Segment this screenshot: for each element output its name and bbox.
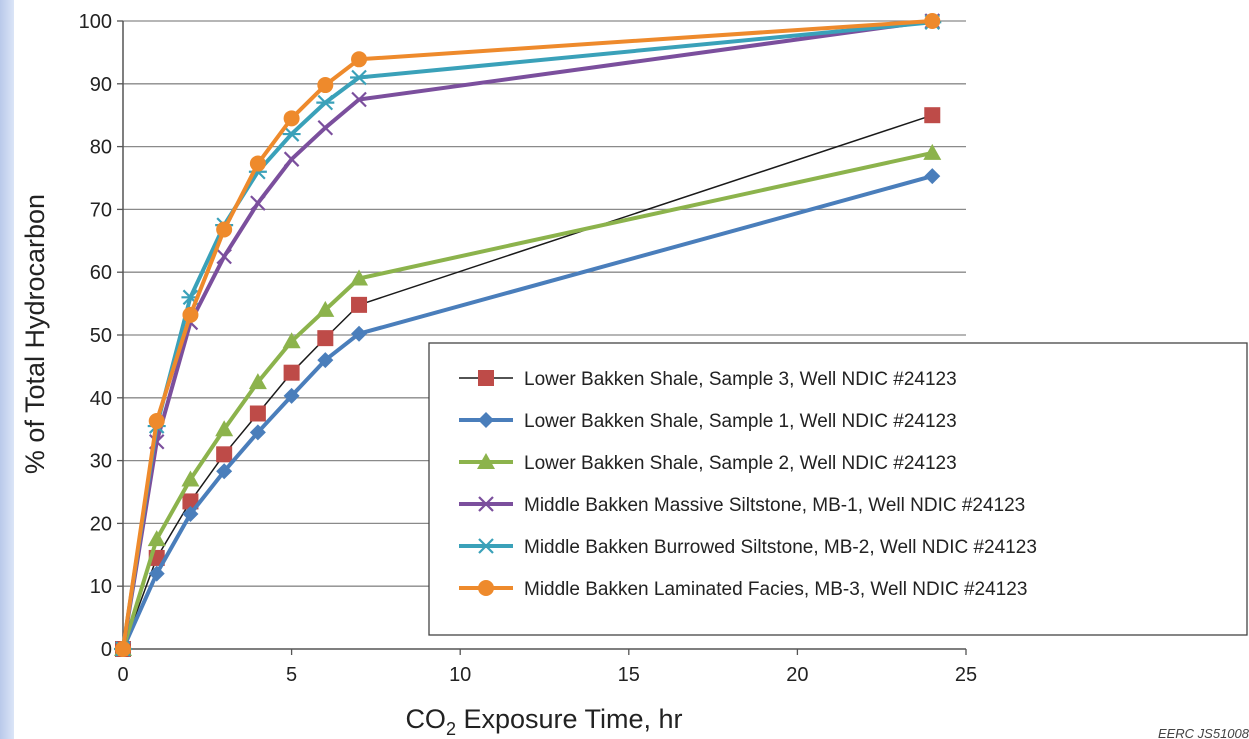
x-tick-label: 25 bbox=[955, 664, 977, 686]
legend-label: Lower Bakken Shale, Sample 3, Well NDIC … bbox=[524, 369, 957, 390]
watermark-code: EERC JS51008 bbox=[1158, 726, 1249, 739]
y-tick-label: 20 bbox=[90, 513, 112, 535]
series-lines bbox=[114, 13, 942, 657]
legend-swatch-marker bbox=[478, 412, 494, 428]
legend-swatch-marker bbox=[478, 580, 494, 596]
y-tick-label: 80 bbox=[90, 137, 112, 159]
legend-item: Lower Bakken Shale, Sample 1, Well NDIC … bbox=[459, 411, 957, 432]
y-tick-label: 70 bbox=[90, 199, 112, 221]
data-point bbox=[351, 296, 368, 313]
data-point bbox=[215, 420, 234, 437]
data-point bbox=[317, 77, 334, 94]
data-point bbox=[249, 155, 266, 172]
x-tick-label: 20 bbox=[786, 664, 808, 686]
data-point bbox=[148, 565, 165, 582]
y-tick-label: 50 bbox=[90, 325, 112, 347]
legend-label: Lower Bakken Shale, Sample 1, Well NDIC … bbox=[524, 411, 957, 432]
data-point bbox=[249, 405, 266, 422]
y-tick-label: 30 bbox=[90, 451, 112, 473]
data-point bbox=[923, 143, 942, 160]
axes: 0 10 20 30 40 50 60 70 80 90 100 0 5 10 15 20 25 bbox=[79, 11, 978, 686]
legend: Lower Bakken Shale, Sample 3, Well NDIC … bbox=[428, 342, 1248, 636]
y-tick-label: 100 bbox=[79, 11, 112, 33]
data-point bbox=[283, 387, 300, 404]
data-point bbox=[317, 119, 334, 136]
y-tick-label: 0 bbox=[101, 639, 112, 661]
data-point bbox=[147, 530, 166, 547]
legend-item: Middle Bakken Burrowed Siltstone, MB-2, … bbox=[459, 537, 1037, 558]
data-point bbox=[216, 446, 233, 463]
data-point bbox=[350, 269, 369, 286]
data-point bbox=[182, 306, 199, 323]
data-point bbox=[283, 151, 300, 167]
data-point bbox=[924, 107, 941, 124]
legend-item: Lower Bakken Shale, Sample 3, Well NDIC … bbox=[459, 369, 957, 390]
data-point bbox=[148, 413, 165, 430]
side-decoration-strip bbox=[0, 0, 14, 739]
data-point bbox=[351, 91, 367, 108]
data-point bbox=[249, 424, 266, 441]
legend-label: Middle Bakken Massive Siltstone, MB-1, W… bbox=[524, 495, 1025, 516]
y-tick-label: 60 bbox=[90, 262, 112, 284]
data-point bbox=[316, 300, 335, 317]
data-point bbox=[216, 248, 232, 265]
legend-item: Middle Bakken Laminated Facies, MB-3, We… bbox=[459, 579, 1027, 600]
x-axis-title: CO2 Exposure Time, hr bbox=[405, 704, 682, 739]
data-point bbox=[317, 352, 334, 369]
data-point bbox=[216, 221, 233, 238]
data-point bbox=[351, 51, 368, 68]
data-point bbox=[924, 168, 941, 185]
y-tick-label: 90 bbox=[90, 74, 112, 96]
legend-swatch-marker bbox=[477, 453, 495, 469]
data-point bbox=[248, 373, 267, 390]
data-point bbox=[350, 69, 369, 86]
y-tick-label: 40 bbox=[90, 388, 112, 410]
legend-swatch-marker bbox=[478, 370, 494, 386]
legend-swatch-marker bbox=[477, 538, 495, 554]
x-tick-label: 0 bbox=[117, 664, 128, 686]
x-tick-label: 10 bbox=[449, 664, 471, 686]
data-point bbox=[351, 325, 368, 342]
data-point bbox=[182, 505, 199, 522]
data-point bbox=[182, 493, 199, 510]
y-tick-label: 10 bbox=[90, 576, 112, 598]
legend-label: Lower Bakken Shale, Sample 2, Well NDIC … bbox=[524, 453, 957, 474]
legend-label: Middle Bakken Laminated Facies, MB-3, We… bbox=[524, 579, 1027, 600]
data-point bbox=[282, 332, 301, 349]
data-point bbox=[283, 364, 300, 381]
data-point bbox=[181, 470, 200, 487]
legend-box bbox=[428, 342, 1248, 636]
data-point bbox=[316, 94, 335, 111]
data-point bbox=[282, 126, 301, 142]
y-axis-title: % of Total Hydrocarbon bbox=[20, 194, 50, 474]
data-point bbox=[115, 641, 131, 657]
legend-swatch-marker bbox=[478, 496, 494, 512]
data-point bbox=[924, 13, 941, 29]
data-point bbox=[317, 330, 334, 347]
legend-label: Middle Bakken Burrowed Siltstone, MB-2, … bbox=[524, 537, 1037, 558]
data-point bbox=[283, 110, 300, 127]
data-point bbox=[216, 463, 233, 480]
series-6 bbox=[115, 13, 941, 657]
legend-item: Lower Bakken Shale, Sample 2, Well NDIC … bbox=[459, 453, 957, 474]
x-tick-label: 5 bbox=[286, 664, 297, 686]
x-tick-label: 15 bbox=[618, 664, 640, 686]
data-point bbox=[250, 195, 266, 211]
legend-item: Middle Bakken Massive Siltstone, MB-1, W… bbox=[459, 495, 1025, 516]
